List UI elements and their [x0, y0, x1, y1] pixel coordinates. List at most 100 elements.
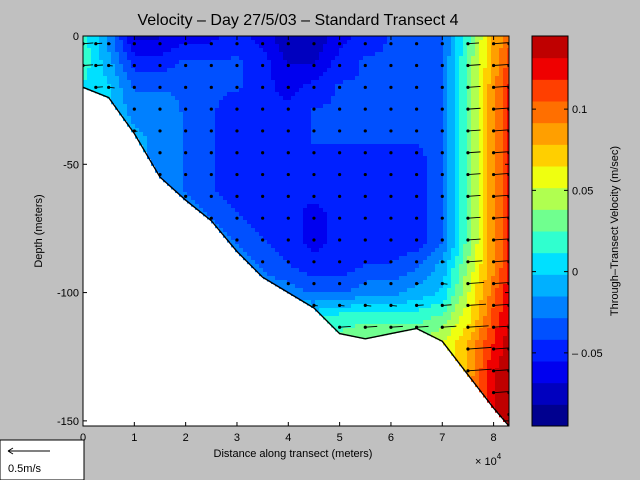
contour-cell [435, 212, 440, 217]
contour-cell [323, 260, 328, 265]
contour-cell [355, 288, 360, 293]
contour-cell [275, 172, 280, 177]
contour-cell [127, 80, 132, 85]
contour-cell [127, 112, 132, 117]
contour-cell [255, 44, 260, 49]
contour-cell [171, 108, 176, 113]
contour-cell [291, 196, 296, 201]
contour-cell [163, 124, 168, 129]
contour-cell [391, 128, 396, 133]
contour-cell [179, 52, 184, 57]
contour-cell [283, 184, 288, 189]
contour-cell [115, 76, 120, 81]
contour-cell [335, 48, 340, 53]
contour-cell [271, 228, 276, 233]
contour-cell [275, 176, 280, 181]
contour-cell [435, 276, 440, 281]
contour-cell [235, 180, 240, 185]
contour-cell [335, 204, 340, 209]
contour-cell [415, 160, 420, 165]
contour-cell [383, 100, 388, 105]
contour-cell [231, 240, 236, 245]
contour-cell [279, 108, 284, 113]
contour-cell [319, 144, 324, 149]
contour-cell [227, 68, 232, 73]
contour-cell [207, 172, 212, 177]
contour-cell [299, 188, 304, 193]
contour-cell [419, 60, 424, 65]
contour-cell [367, 176, 372, 181]
contour-cell [347, 68, 352, 73]
contour-cell [351, 64, 356, 69]
contour-cell [423, 172, 428, 177]
contour-cell [351, 136, 356, 141]
contour-cell [387, 180, 392, 185]
contour-cell [259, 60, 264, 65]
contour-cell [375, 140, 380, 145]
contour-cell [355, 268, 360, 273]
contour-cell [275, 188, 280, 193]
contour-cell [431, 108, 436, 113]
contour-cell [295, 276, 300, 281]
contour-cell [195, 52, 200, 57]
contour-cell [283, 148, 288, 153]
contour-cell [423, 36, 428, 41]
contour-cell [427, 140, 432, 145]
contour-cell [363, 160, 368, 165]
contour-cell [203, 96, 208, 101]
contour-cell [407, 216, 412, 221]
contour-cell [399, 168, 404, 173]
contour-cell [399, 152, 404, 157]
contour-cell [407, 40, 412, 45]
contour-cell [295, 112, 300, 117]
contour-cell [339, 280, 344, 285]
contour-cell [235, 48, 240, 53]
contour-cell [335, 212, 340, 217]
contour-cell [219, 204, 224, 209]
contour-cell [179, 104, 184, 109]
contour-cell [83, 52, 88, 57]
contour-cell [231, 124, 236, 129]
contour-cell [219, 84, 224, 89]
contour-cell [387, 136, 392, 141]
contour-cell [231, 60, 236, 65]
contour-cell [279, 160, 284, 165]
contour-cell [143, 136, 148, 141]
contour-cell [191, 184, 196, 189]
contour-cell [335, 124, 340, 129]
contour-cell [319, 60, 324, 65]
contour-cell [355, 204, 360, 209]
contour-cell [403, 84, 408, 89]
contour-cell [283, 156, 288, 161]
contour-cell [383, 232, 388, 237]
contour-cell [439, 184, 444, 189]
contour-cell [319, 120, 324, 125]
contour-cell [291, 260, 296, 265]
contour-cell [351, 260, 356, 265]
contour-cell [419, 104, 424, 109]
contour-cell [431, 52, 436, 57]
contour-cell [403, 236, 408, 241]
contour-cell [415, 156, 420, 161]
contour-cell [439, 124, 444, 129]
contour-cell [403, 176, 408, 181]
contour-cell [91, 40, 96, 45]
contour-cell [299, 40, 304, 45]
contour-cell [371, 224, 376, 229]
contour-cell [343, 272, 348, 277]
contour-cell [87, 68, 92, 73]
contour-cell [371, 68, 376, 73]
contour-cell [287, 124, 292, 129]
contour-cell [307, 268, 312, 273]
contour-cell [239, 48, 244, 53]
contour-cell [303, 224, 308, 229]
contour-cell [275, 204, 280, 209]
contour-cell [435, 176, 440, 181]
contour-cell [383, 268, 388, 273]
contour-cell [427, 160, 432, 165]
contour-cell [287, 196, 292, 201]
contour-cell [403, 56, 408, 61]
contour-cell [283, 40, 288, 45]
contour-cell [247, 164, 252, 169]
contour-cell [347, 204, 352, 209]
